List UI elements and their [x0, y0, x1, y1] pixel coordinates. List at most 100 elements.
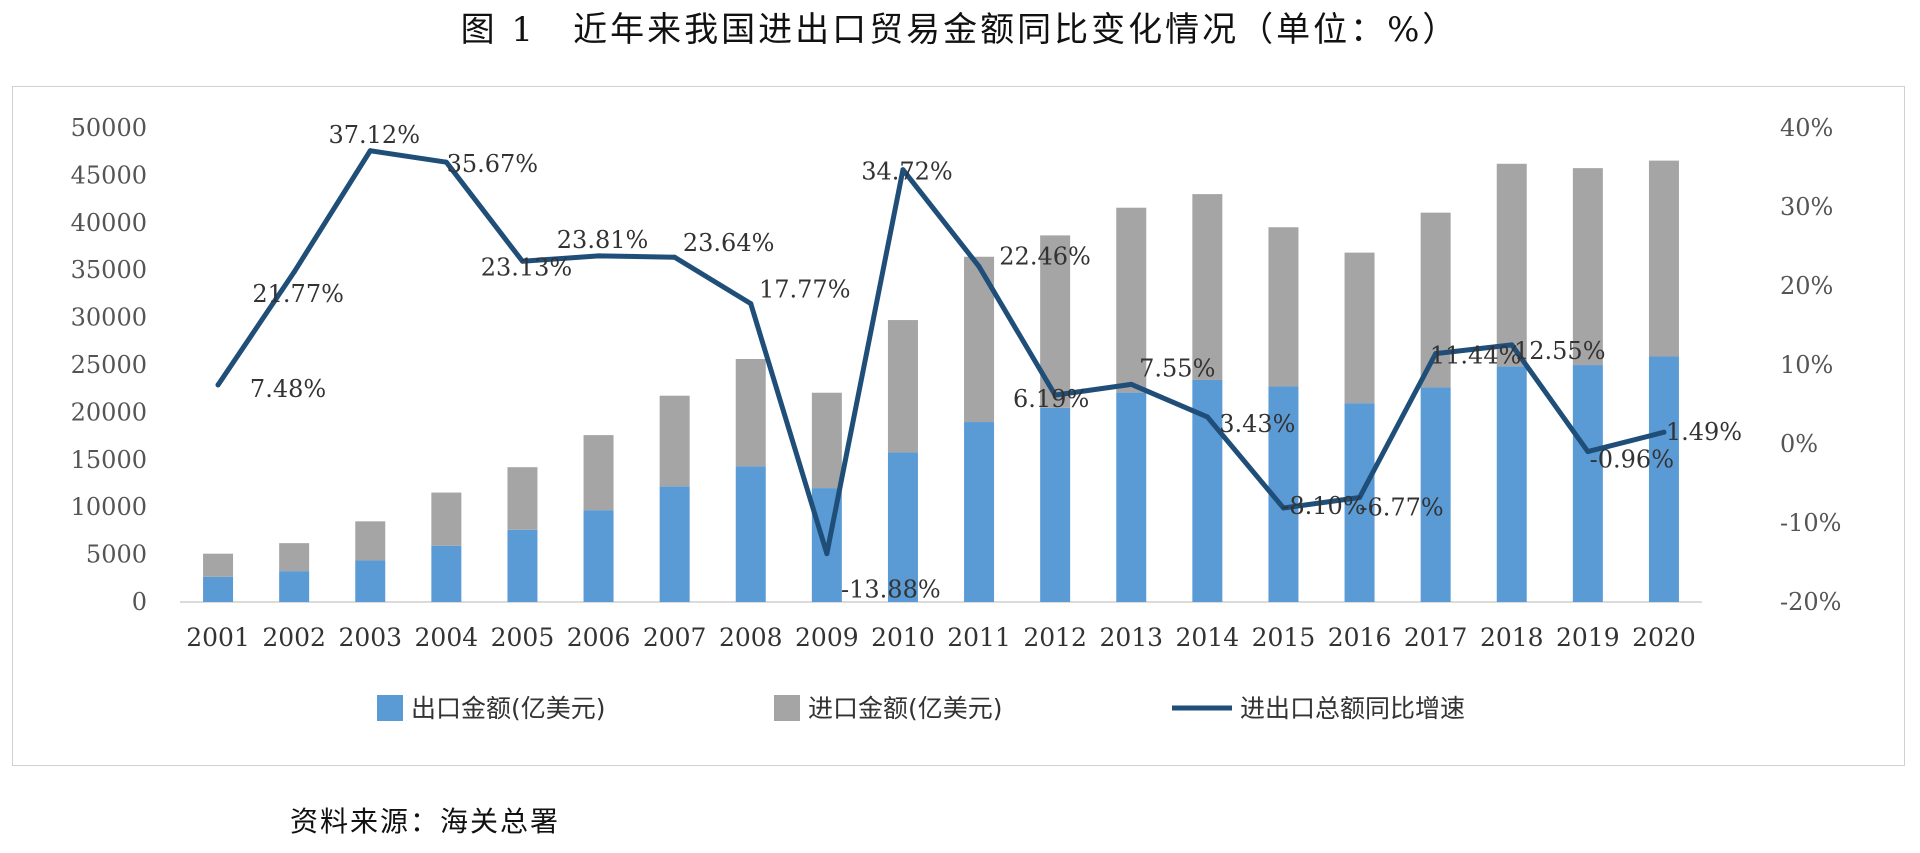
left-axis-tick-label: 25000 — [71, 351, 147, 379]
left-axis-tick-label: 10000 — [71, 493, 147, 521]
import-bar — [735, 358, 766, 467]
x-axis-tick-label: 2017 — [1404, 623, 1468, 652]
left-axis-tick-label: 45000 — [71, 161, 147, 189]
right-axis-tick-label: -10% — [1780, 509, 1841, 537]
x-axis-tick-label: 2015 — [1252, 623, 1316, 652]
export-bar — [1420, 387, 1451, 602]
right-axis-tick-label: 40% — [1780, 114, 1833, 142]
right-axis-tick-label: 0% — [1780, 430, 1818, 458]
growth-rate-data-label: 7.55% — [1139, 354, 1215, 382]
export-bar — [355, 560, 386, 602]
growth-rate-line — [215, 148, 1667, 557]
x-axis-tick-label: 2011 — [947, 623, 1011, 652]
growth-rate-point — [1509, 342, 1515, 348]
x-axis-tick-label: 2010 — [871, 623, 935, 652]
growth-rate-data-label: -8.10% — [1281, 492, 1365, 520]
growth-rate-data-label: 21.77% — [252, 280, 344, 308]
growth-rate-point — [976, 264, 982, 270]
growth-rate-point — [1128, 381, 1134, 387]
export-bar — [887, 452, 918, 602]
export-bar — [1040, 407, 1071, 602]
growth-rate-data-label: 23.81% — [557, 226, 649, 254]
import-bar — [1496, 163, 1527, 367]
growth-rate-data-label: 34.72% — [861, 158, 953, 186]
x-axis-tick-label: 2013 — [1099, 623, 1163, 652]
growth-rate-point — [1357, 494, 1363, 500]
import-bar — [1572, 168, 1603, 366]
growth-rate-data-label: 17.77% — [759, 276, 851, 304]
legend-export-label: 出口金额(亿美元) — [411, 694, 606, 723]
growth-rate-point — [900, 167, 906, 173]
growth-rate-data-label: 23.64% — [683, 229, 775, 257]
export-bar — [507, 529, 538, 602]
import-bar — [1192, 194, 1223, 380]
growth-rate-data-label: 3.43% — [1219, 410, 1295, 438]
growth-rate-data-label: 1.49% — [1666, 418, 1742, 446]
growth-rate-data-label: 37.12% — [328, 121, 420, 149]
left-axis-tick-label: 15000 — [71, 446, 147, 474]
import-bar — [355, 521, 386, 561]
source-note: 资料来源：海关总署 — [290, 805, 561, 838]
legend-import-label: 进口金额(亿美元) — [808, 694, 1003, 723]
growth-rate-point — [291, 269, 297, 275]
growth-rate-data-label: 35.67% — [447, 150, 539, 178]
x-axis-tick-label: 2019 — [1556, 623, 1620, 652]
left-axis-tick-label: 40000 — [71, 209, 147, 237]
import-bar — [431, 492, 462, 546]
growth-rate-point — [596, 253, 602, 259]
x-axis-tick-label: 2002 — [262, 623, 326, 652]
export-bar — [1572, 365, 1603, 602]
growth-rate-point — [672, 254, 678, 260]
import-bar — [1116, 207, 1147, 393]
growth-rate-point — [1433, 351, 1439, 357]
export-bar — [431, 545, 462, 602]
export-bar — [1496, 366, 1527, 602]
x-axis-tick-label: 2014 — [1176, 623, 1240, 652]
import-bar — [507, 467, 538, 530]
growth-rate-point — [1661, 429, 1667, 435]
growth-rate-point — [1204, 414, 1210, 420]
x-axis-tick-label: 2007 — [643, 623, 707, 652]
right-axis-tick-label: 30% — [1780, 193, 1833, 221]
import-bar — [1648, 160, 1679, 357]
growth-rate-data-label: -6.77% — [1359, 493, 1443, 521]
left-axis-tick-label: 30000 — [71, 304, 147, 332]
growth-rate-data-label: 12.55% — [1514, 337, 1606, 365]
right-axis-tick-label: 10% — [1780, 351, 1833, 379]
growth-rate-point — [824, 551, 830, 557]
import-bar — [887, 320, 918, 453]
growth-rate-data-label: -13.88% — [841, 576, 941, 604]
growth-rate-data-label: 23.13% — [481, 253, 573, 281]
export-bar — [203, 576, 234, 602]
chart-frame — [12, 86, 1905, 766]
x-axis-tick-label: 2009 — [795, 623, 859, 652]
import-bar — [583, 435, 614, 511]
growth-rate-point — [1585, 449, 1591, 455]
growth-rate-point — [367, 148, 373, 154]
export-bar — [1116, 392, 1147, 602]
import-bar — [811, 392, 842, 489]
export-bar — [583, 510, 614, 602]
growth-rate-data-label: 11.44% — [1430, 342, 1522, 370]
import-bar — [1268, 227, 1299, 387]
growth-rate-data-label: 22.46% — [999, 243, 1091, 271]
growth-rate-point — [1052, 392, 1058, 398]
left-axis-tick-label: 20000 — [71, 398, 147, 426]
left-axis-tick-label: 50000 — [71, 114, 147, 142]
x-axis-tick-label: 2008 — [719, 623, 783, 652]
growth-rate-point — [519, 258, 525, 264]
export-bar — [659, 486, 690, 602]
x-axis-tick-label: 2016 — [1328, 623, 1392, 652]
export-bar — [735, 466, 766, 602]
import-bar — [279, 543, 310, 572]
growth-rate-point — [748, 301, 754, 307]
export-bar — [1648, 356, 1679, 602]
import-bar — [1344, 252, 1375, 404]
growth-rate-point — [215, 382, 221, 388]
growth-rate-data-label: 6.19% — [1013, 385, 1089, 413]
figure-title: 图 1 近年来我国进出口贸易金额同比变化情况（单位：%） — [460, 10, 1460, 50]
x-axis-tick-label: 2005 — [491, 623, 555, 652]
import-bar — [659, 395, 690, 487]
legend-import-swatch — [774, 695, 800, 721]
left-axis-tick-label: 0 — [132, 588, 147, 616]
